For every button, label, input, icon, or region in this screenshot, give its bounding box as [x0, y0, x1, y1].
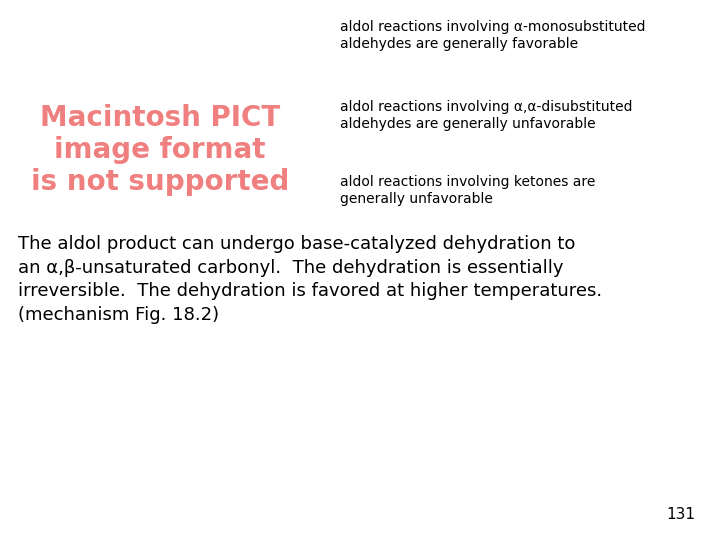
Text: The aldol product can undergo base-catalyzed dehydration to
an α,β-unsaturated c: The aldol product can undergo base-catal…	[18, 235, 602, 324]
Text: 131: 131	[666, 507, 695, 522]
Text: aldol reactions involving α,α-disubstituted
aldehydes are generally unfavorable: aldol reactions involving α,α-disubstitu…	[340, 100, 632, 131]
Text: aldol reactions involving ketones are
generally unfavorable: aldol reactions involving ketones are ge…	[340, 175, 595, 206]
Text: Macintosh PICT
image format
is not supported: Macintosh PICT image format is not suppo…	[31, 104, 289, 197]
Text: aldol reactions involving α-monosubstituted
aldehydes are generally favorable: aldol reactions involving α-monosubstitu…	[340, 20, 646, 51]
